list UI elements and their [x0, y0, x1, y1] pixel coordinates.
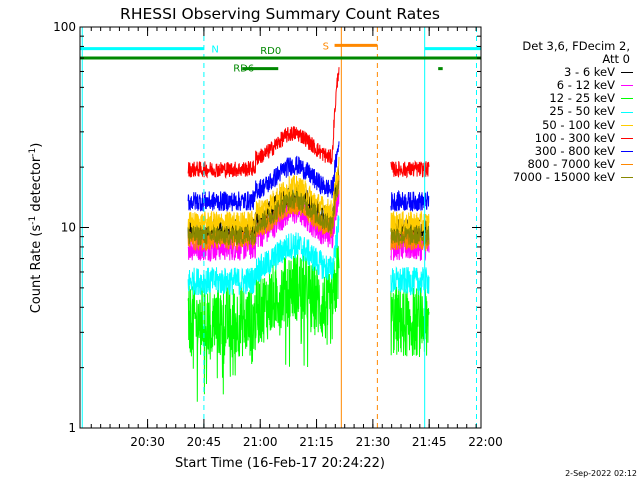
chart-title: RHESSI Observing Summary Count Rates — [120, 5, 440, 23]
legend-label-2: 12 - 25 keV — [549, 91, 615, 106]
series-trace-8-0 — [187, 179, 340, 246]
x-tick-label-1: 20:45 — [187, 435, 222, 449]
x-tick-label-3: 21:15 — [299, 435, 334, 449]
x-tick-label-4: 21:30 — [356, 435, 391, 449]
flag-label-n: N — [211, 45, 218, 56]
y-tick-label-2: 100 — [53, 20, 76, 34]
x-axis-label: Start Time (16-Feb-17 20:24:22) — [175, 456, 385, 471]
series-trace-4-0 — [187, 156, 340, 236]
legend-label-7: 800 - 7000 keV — [527, 156, 615, 171]
legend-item-1: 6 - 12 keV — [478, 79, 633, 92]
legend-label-3: 25 - 50 keV — [549, 104, 615, 119]
series-trace-4-1 — [390, 211, 430, 236]
flag-label-rd6: RD6 — [233, 64, 254, 75]
legend-item-8: 7000 - 15000 keV — [478, 169, 633, 184]
series-trace-7-1 — [390, 230, 430, 252]
legend-label-5: 100 - 300 keV — [534, 130, 615, 145]
y-tick-label-0: 1 — [68, 421, 76, 435]
series-trace-6-1 — [390, 189, 430, 212]
legend-item-6: 300 - 800 keV — [478, 143, 633, 158]
legend-swatch-1 — [621, 85, 633, 87]
series-5 — [187, 67, 430, 179]
legend-swatch-5 — [621, 137, 633, 139]
legend-item-7: 800 - 7000 keV — [478, 156, 633, 171]
legend-item-5: 100 - 300 keV — [478, 130, 633, 145]
x-tick-label-6: 22:00 — [468, 435, 503, 449]
x-tick-label-2: 21:00 — [243, 435, 278, 449]
timestamp: 2-Sep-2022 02:12 — [565, 469, 637, 478]
legend-swatch-0 — [621, 72, 633, 74]
legend-label-1: 6 - 12 keV — [556, 78, 615, 93]
series-3 — [187, 215, 430, 296]
legend-swatch-7 — [621, 163, 633, 165]
series-trace-3-0 — [187, 215, 340, 296]
series-trace-5-1 — [390, 159, 430, 179]
legend-swatch-2 — [621, 98, 633, 100]
legend-item-2: 12 - 25 keV — [478, 92, 633, 105]
series-trace-3-1 — [390, 266, 430, 296]
series-trace-2-1 — [390, 285, 430, 358]
legend-swatch-6 — [621, 150, 633, 152]
legend-swatch-4 — [621, 124, 633, 126]
legend-item-0: 3 - 6 keV — [478, 66, 633, 79]
flag-label-rd0: RD0 — [260, 46, 281, 57]
x-tick-label-5: 21:45 — [412, 435, 447, 449]
y-axis-label: Count Rate (s-1 detector-1) — [28, 143, 44, 314]
legend-swatch-3 — [621, 111, 633, 113]
legend: Det 3,6, FDecim 2, Att 0 3 - 6 keV 6 - 12… — [478, 39, 633, 184]
series-trace-6-0 — [187, 141, 340, 212]
legend-label-6: 300 - 800 keV — [534, 143, 615, 158]
legend-label-0: 3 - 6 keV — [564, 65, 615, 80]
legend-item-3: 25 - 50 keV — [478, 105, 633, 118]
series-trace-8-1 — [390, 224, 430, 246]
y-tick-label-1: 10 — [61, 221, 76, 235]
legend-label-8: 7000 - 15000 keV — [512, 169, 615, 184]
flag-label-s: S — [323, 41, 329, 52]
legend-header-line2: Att 0 — [602, 52, 630, 67]
x-tick-label-0: 20:30 — [130, 435, 165, 449]
legend-header-line1: Det 3,6, FDecim 2, — [522, 39, 630, 53]
series-trace-5-0 — [187, 67, 340, 179]
series-4 — [187, 156, 430, 236]
series-8 — [187, 179, 430, 246]
legend-item-4: 50 - 100 keV — [478, 117, 633, 132]
legend-swatch-8 — [621, 176, 633, 178]
legend-label-4: 50 - 100 keV — [542, 117, 615, 132]
series-6 — [187, 141, 430, 212]
